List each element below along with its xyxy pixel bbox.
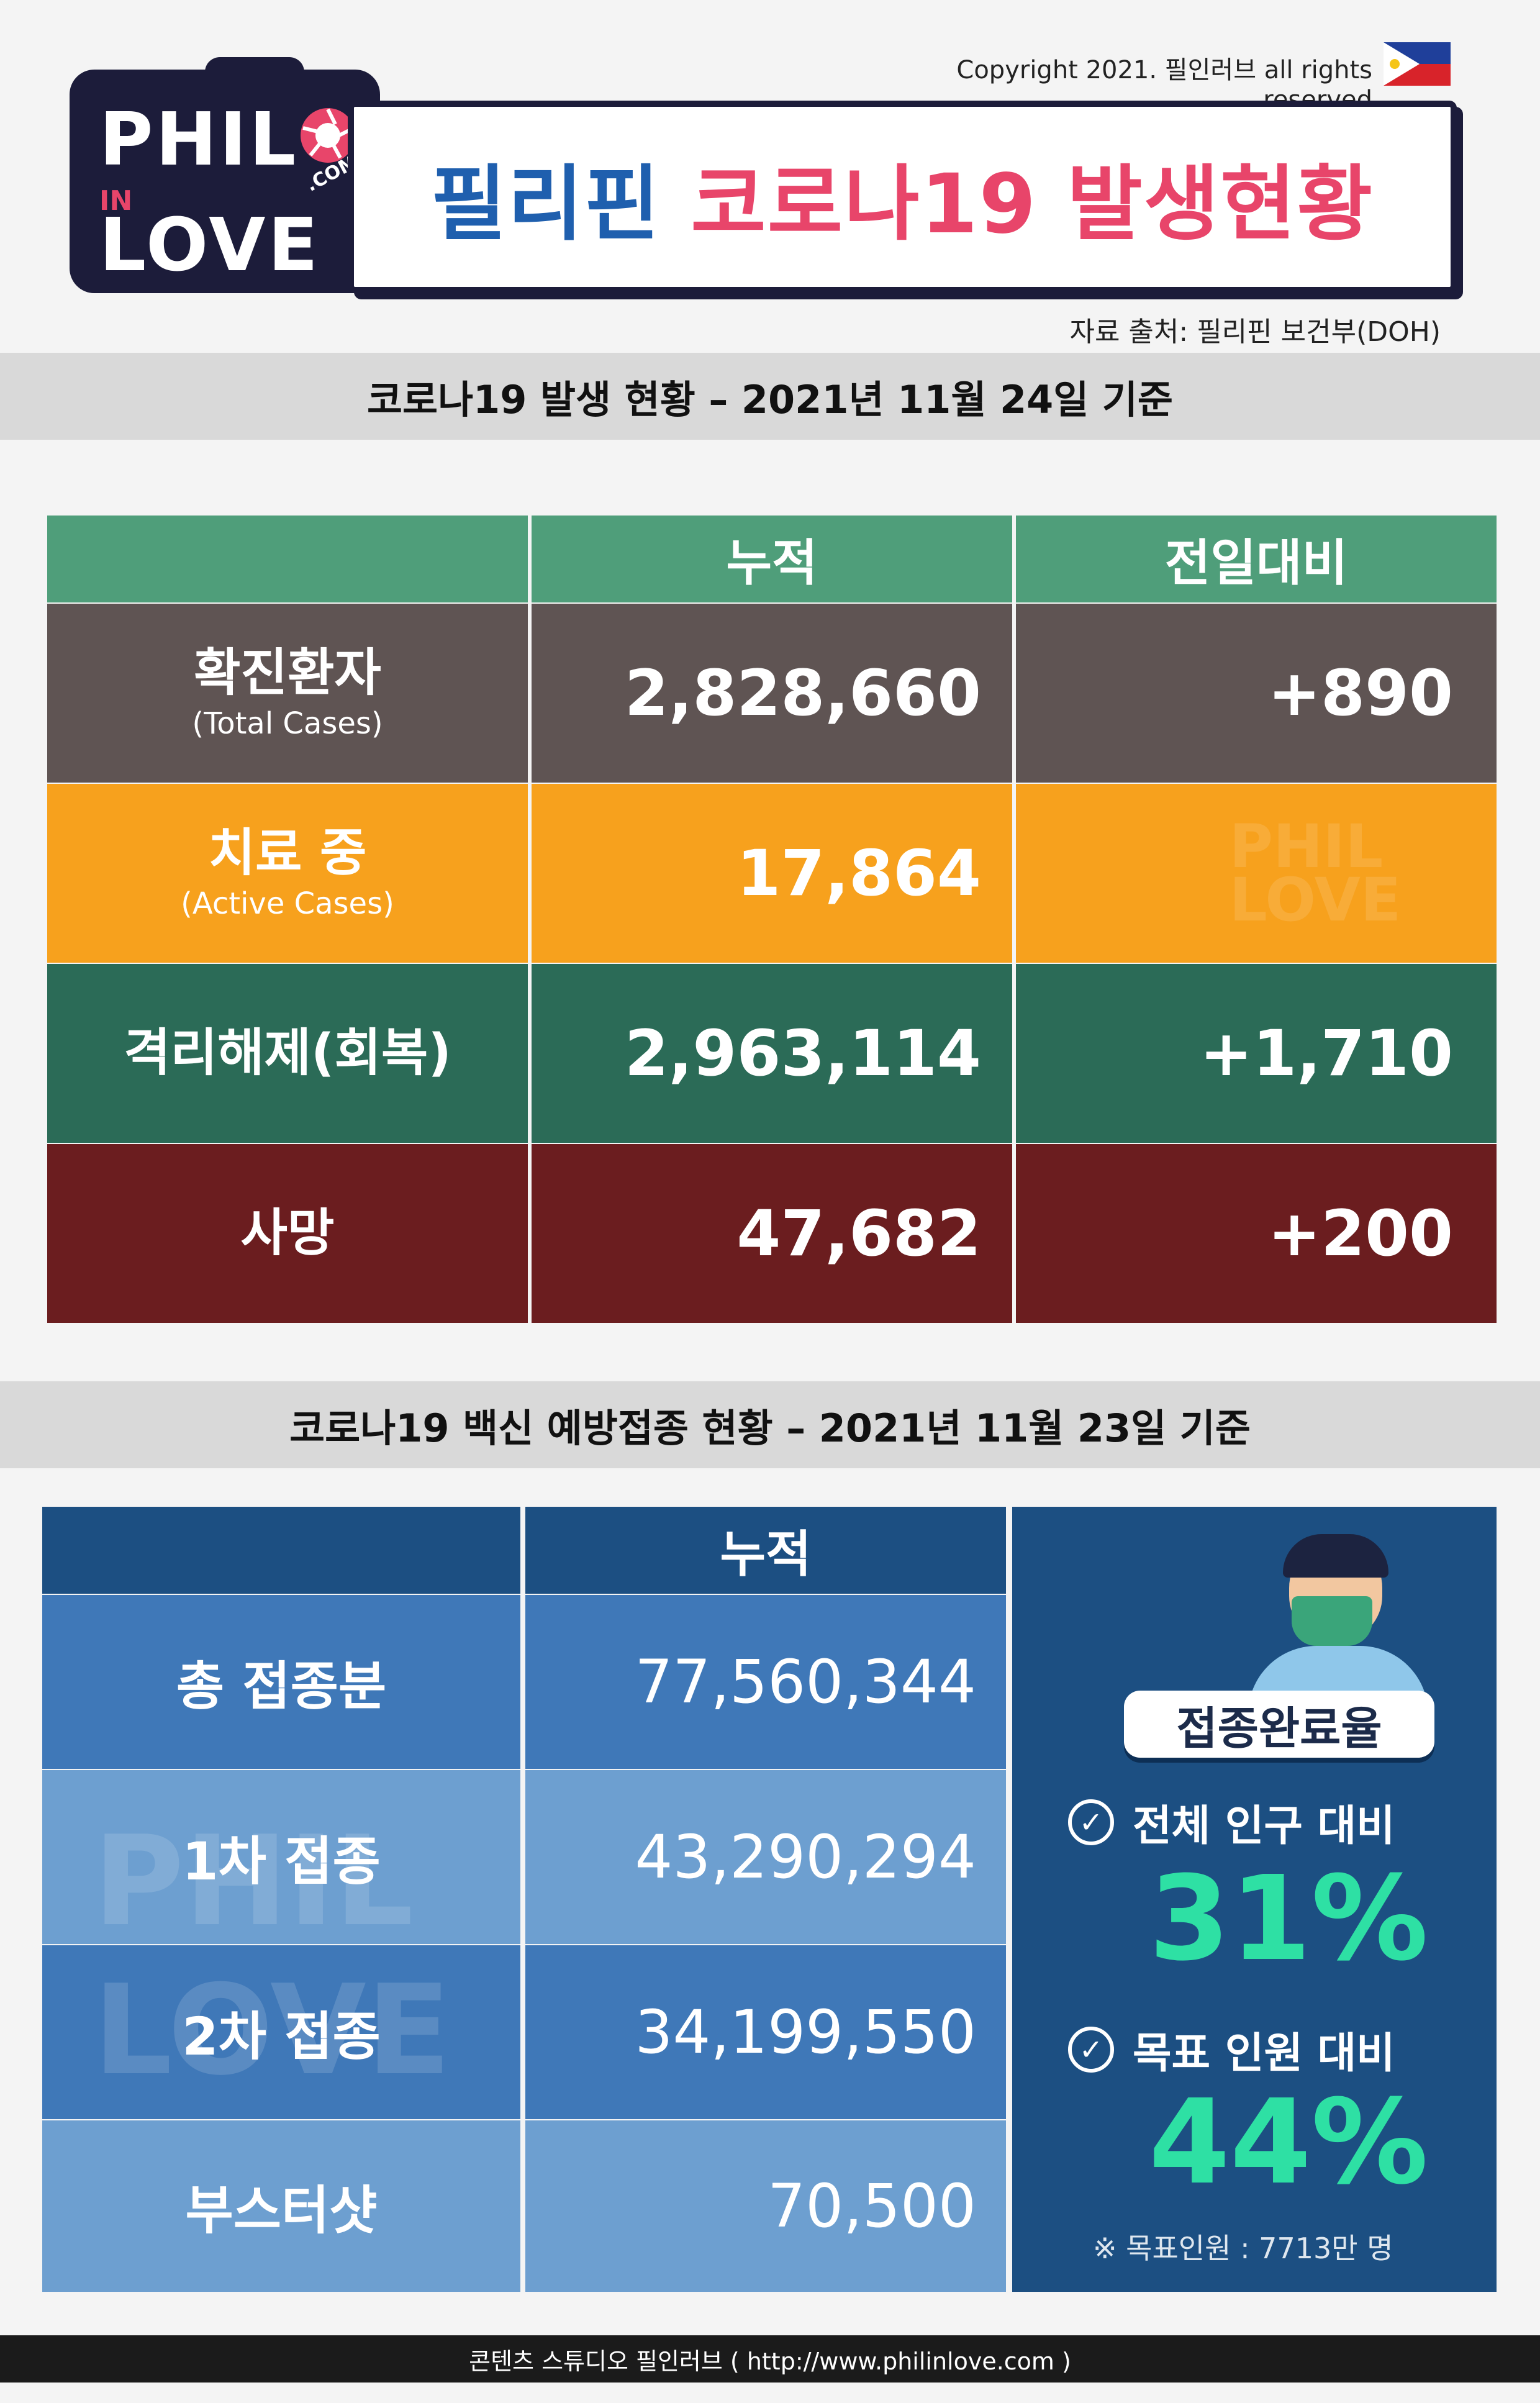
row-sublabel-total: (Total Cases): [192, 706, 383, 742]
cell-total-change: +890: [1016, 604, 1497, 783]
cell-active-cumulative: 17,864: [532, 784, 1012, 963]
vaccine-value-total: 77,560,344: [525, 1595, 1006, 1769]
title-country: 필리핀: [430, 156, 661, 252]
camera-aperture-icon: [297, 104, 359, 166]
vaccine-label-dose1: 1차 접종: [42, 1770, 520, 1944]
vaccine-value-dose1: 43,290,294: [525, 1770, 1006, 1944]
completion-rate-badge: 접종완료율: [1124, 1691, 1434, 1758]
stat2-value: 44%: [1149, 2074, 1428, 2210]
page-title: 필리핀 코로나19 발생현황: [348, 101, 1457, 293]
watermark-logo-large: PHIL LOVE: [93, 1809, 451, 2103]
table-header-change: 전일대비: [1016, 516, 1497, 602]
row-label-deaths: 사망: [240, 1203, 335, 1263]
logo-text-phil: PHIL: [99, 96, 299, 182]
target-note: ※ 목표인원 : 7713만 명: [1093, 2232, 1393, 2265]
vaccine-value-booster: 70,500: [525, 2120, 1006, 2292]
watermark-phil-large: PHIL: [93, 1809, 414, 1954]
watermark-love-large: LOVE: [93, 1958, 451, 2103]
logo-text-love: LOVE: [99, 202, 321, 288]
table-row-label: 격리해제(회복): [47, 964, 528, 1143]
vaccine-label-total: 총 접종분: [42, 1595, 520, 1769]
cell-deaths-cumulative: 47,682: [532, 1144, 1012, 1323]
watermark-love: LOVE: [1229, 865, 1402, 935]
table-header-cumulative: 누적: [532, 516, 1012, 602]
row-sublabel-active: (Active Cases): [181, 886, 394, 922]
philippines-flag-icon: [1384, 42, 1451, 86]
table-row-label: 사망: [47, 1144, 528, 1323]
stat1-row: ✓ 전체 인구 대비: [1068, 1791, 1395, 1853]
section-title-cases: 코로나19 발생 현황 – 2021년 11월 24일 기준: [0, 353, 1540, 440]
cell-total-cumulative: 2,828,660: [532, 604, 1012, 783]
table-header-blank: [47, 516, 528, 602]
section-title-vaccine: 코로나19 백신 예방접종 현황 – 2021년 11월 23일 기준: [0, 1381, 1540, 1468]
face-mask-icon: [1292, 1596, 1372, 1646]
cell-recovered-cumulative: 2,963,114: [532, 964, 1012, 1143]
completion-rate-panel: [1012, 1507, 1497, 2292]
table-row-label: 확진환자 (Total Cases): [47, 604, 528, 783]
vaccine-header-cumulative: 누적: [525, 1507, 1006, 1594]
vaccine-label-dose2: 2차 접종: [42, 1945, 520, 2119]
stat1-label: 전체 인구 대비: [1133, 1802, 1395, 1851]
cell-recovered-change: +1,710: [1016, 964, 1497, 1143]
row-label-total: 확진환자: [194, 643, 381, 702]
row-label-active: 치료 중: [208, 823, 367, 883]
title-topic: 코로나19 발생현황: [691, 156, 1374, 252]
check-circle-icon: ✓: [1068, 1799, 1114, 1845]
vaccine-label-booster: 부스터샷: [42, 2120, 520, 2292]
stat2-label: 목표 인원 대비: [1133, 2029, 1395, 2078]
data-source: 자료 출처: 필리핀 보건부(DOH): [1069, 316, 1441, 348]
vaccine-header-blank: [42, 1507, 520, 1594]
watermark-logo: PHIL LOVE: [1229, 811, 1402, 935]
cell-active-change: PHIL LOVE: [1016, 784, 1497, 963]
table-row-label: 치료 중 (Active Cases): [47, 784, 528, 963]
stat2-row: ✓ 목표 인원 대비: [1068, 2019, 1395, 2080]
check-circle-icon: ✓: [1068, 2026, 1114, 2073]
vaccine-value-dose2: 34,199,550: [525, 1945, 1006, 2119]
person-hair-illustration: [1283, 1534, 1388, 1578]
logo: [70, 70, 380, 293]
stat1-value: 31%: [1149, 1851, 1428, 1987]
cell-deaths-change: +200: [1016, 1144, 1497, 1323]
logo-text-in: IN: [99, 185, 133, 217]
watermark-phil: PHIL: [1229, 811, 1384, 881]
row-label-recovered: 격리해제(회복): [124, 1023, 451, 1083]
copyright-text: Copyright 2021. 필인러브 all rights reserved: [956, 56, 1372, 114]
footer: 콘텐츠 스튜디오 필인러브 ( http://www.philinlove.co…: [0, 2335, 1540, 2383]
